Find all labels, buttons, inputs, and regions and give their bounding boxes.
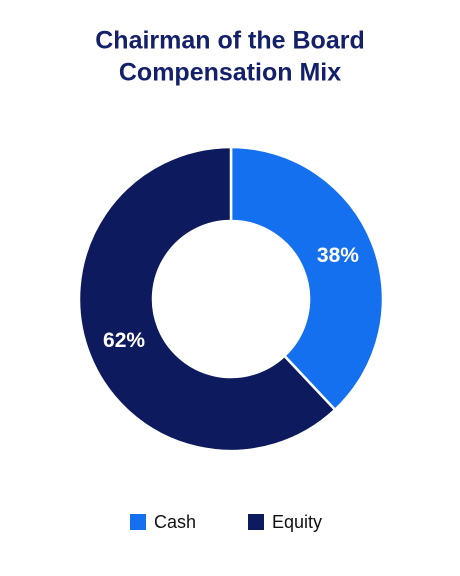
donut-slice [77,145,337,453]
legend-label: Equity [272,512,322,532]
legend-swatch [130,514,146,530]
legend-label: Cash [154,512,196,532]
chart-title: Chairman of the Board [95,27,364,55]
value-label: 62% [103,329,145,352]
donut-slice [229,145,385,412]
value-label: 38% [317,244,359,267]
legend-swatch [248,514,264,530]
chart-title: Compensation Mix [119,59,341,87]
